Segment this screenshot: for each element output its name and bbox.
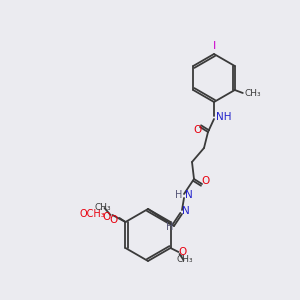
Text: CH₃: CH₃ [176, 256, 193, 265]
Text: H: H [175, 190, 182, 200]
Text: O: O [109, 215, 118, 225]
Text: N: N [182, 206, 190, 216]
Text: O: O [194, 125, 202, 135]
Text: CH₃: CH₃ [245, 88, 261, 98]
Text: O: O [102, 212, 110, 222]
Text: NH: NH [216, 112, 232, 122]
Text: OCH₃: OCH₃ [80, 209, 106, 219]
Text: O: O [178, 247, 187, 257]
Text: O: O [201, 176, 209, 186]
Text: CH₃: CH₃ [94, 203, 111, 212]
Text: H: H [166, 222, 174, 232]
Text: N: N [185, 190, 193, 200]
Text: I: I [212, 41, 216, 51]
